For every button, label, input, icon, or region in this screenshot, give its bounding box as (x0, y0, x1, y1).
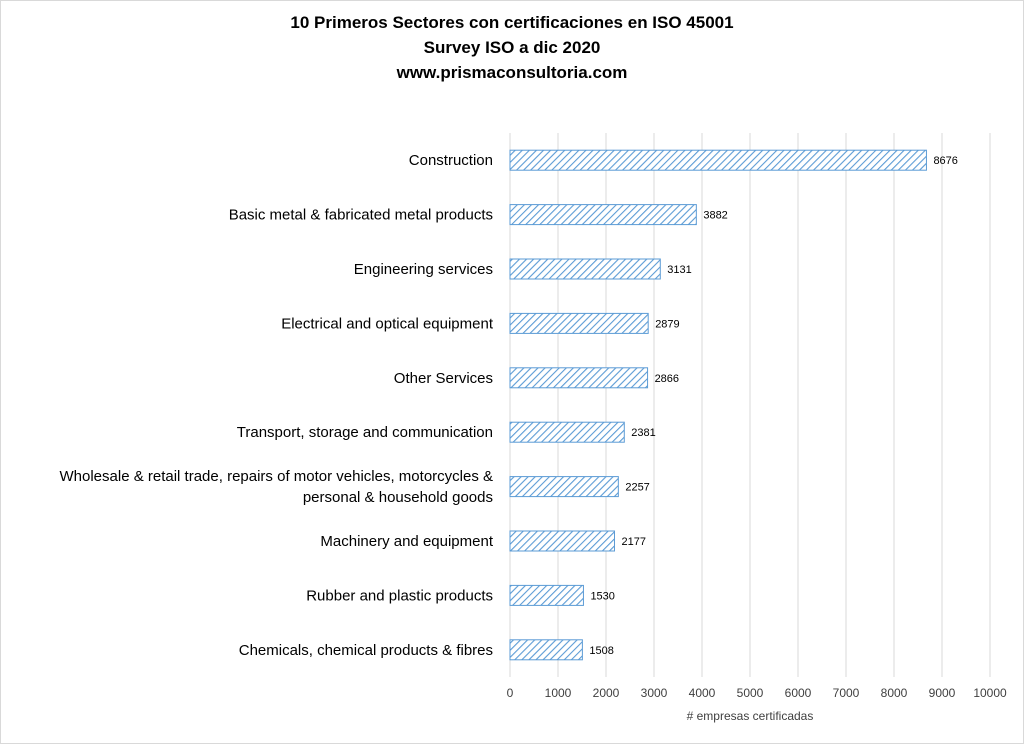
data-label: 2866 (655, 373, 679, 385)
x-tick-label: 1000 (545, 686, 572, 700)
category-label: Other Services (394, 370, 493, 387)
chart-title-line-3: www.prismaconsultoria.com (396, 63, 628, 82)
x-tick-label: 9000 (929, 686, 956, 700)
bar (509, 421, 625, 443)
x-tick-label: 2000 (593, 686, 620, 700)
x-tick-label: 8000 (881, 686, 908, 700)
data-label: 8676 (933, 155, 957, 167)
category-label: Machinery and equipment (320, 533, 493, 550)
bar (509, 149, 927, 171)
data-label: 2381 (631, 427, 655, 439)
x-tick-label: 5000 (737, 686, 764, 700)
chart-title-line-1: 10 Primeros Sectores con certificaciones… (290, 13, 734, 32)
category-label: Engineering services (354, 261, 493, 278)
category-label: Wholesale & retail trade, repairs of mot… (60, 468, 494, 485)
data-label: 3882 (703, 210, 727, 222)
data-label: 2879 (655, 318, 679, 330)
data-label: 1508 (589, 645, 613, 657)
x-tick-label: 6000 (785, 686, 812, 700)
category-label: Electrical and optical equipment (281, 315, 494, 332)
x-tick-label: 4000 (689, 686, 716, 700)
x-axis-title: # empresas certificadas (687, 709, 814, 723)
bar (509, 639, 583, 661)
bars (509, 149, 927, 661)
bar (509, 476, 619, 498)
category-label: Rubber and plastic products (306, 587, 493, 604)
bar (509, 258, 661, 280)
data-label: 3131 (667, 264, 691, 276)
category-label: Chemicals, chemical products & fibres (239, 642, 493, 659)
chart-title: 10 Primeros Sectores con certificaciones… (0, 10, 1024, 85)
bar (509, 367, 649, 389)
category-label: Basic metal & fabricated metal products (229, 207, 493, 224)
labels: 0 1000 2000 3000 4000 5000 6000 7000 8000 9000 100… (60, 152, 1008, 700)
bar (509, 584, 584, 606)
category-label: personal & household goods (303, 489, 493, 506)
category-label: Construction (409, 152, 493, 169)
x-tick-label: 3000 (641, 686, 668, 700)
x-tick-label: 7000 (833, 686, 860, 700)
chart-title-line-2: Survey ISO a dic 2020 (423, 38, 601, 57)
category-label: Transport, storage and communication (237, 424, 493, 441)
bar (509, 530, 615, 552)
data-label: 2257 (625, 482, 649, 494)
x-tick-label: 0 (507, 686, 514, 700)
bar (509, 312, 649, 334)
x-tick-label: 10000 (973, 686, 1007, 700)
data-label: 2177 (621, 536, 645, 548)
bar (509, 204, 697, 226)
data-label: 1530 (590, 590, 614, 602)
